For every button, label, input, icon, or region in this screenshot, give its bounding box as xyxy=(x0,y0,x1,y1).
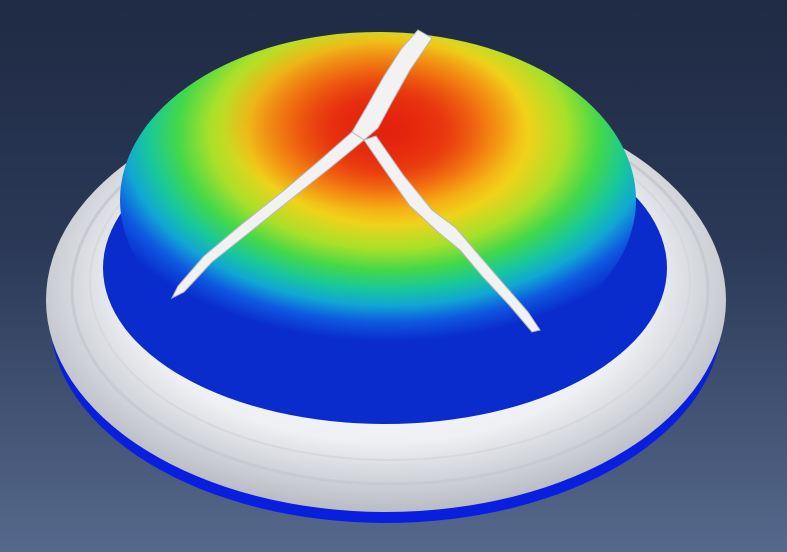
crack-right xyxy=(363,135,541,333)
crack-left xyxy=(170,131,365,300)
crack-pattern xyxy=(170,29,541,333)
